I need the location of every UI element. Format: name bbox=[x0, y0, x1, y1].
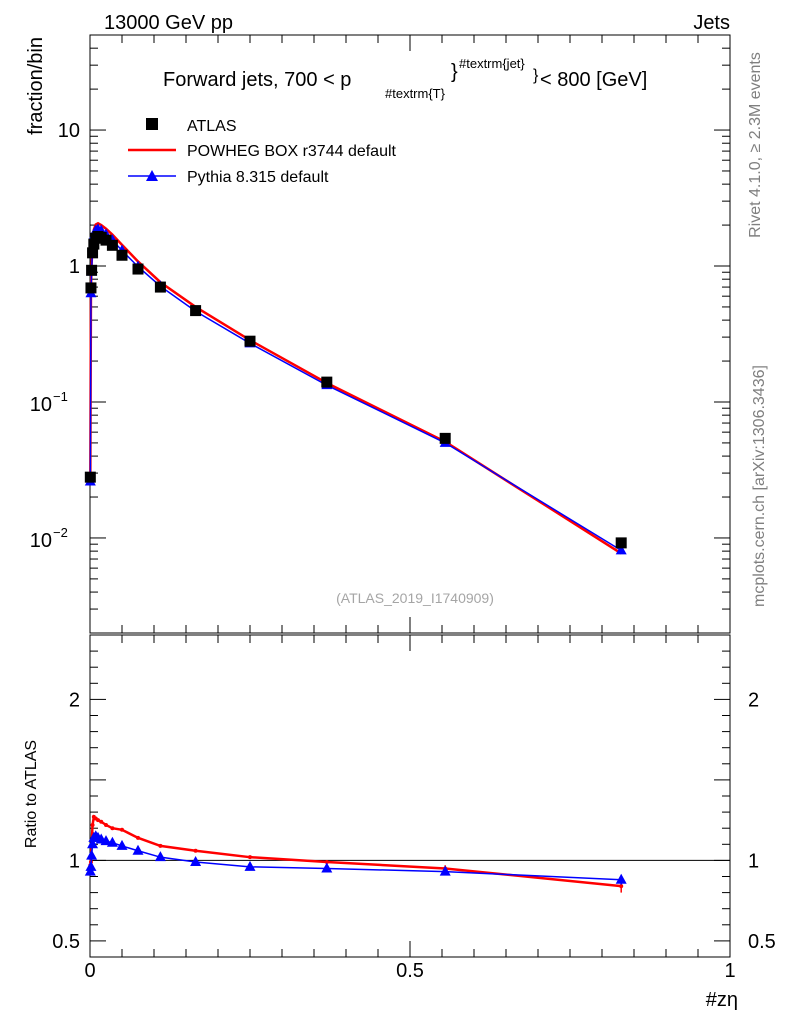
title-main-part: Forward jets, 700 < p bbox=[163, 69, 351, 91]
pythia-ratio-point bbox=[116, 839, 128, 850]
atlas-point bbox=[85, 282, 97, 294]
powheg-ratio-point bbox=[619, 884, 624, 889]
pythia-ratio-point bbox=[154, 851, 166, 862]
ratio-series-line-0 bbox=[89, 814, 622, 888]
ratio-y-tick-label-left: 1 bbox=[69, 850, 80, 872]
powheg-ratio-point bbox=[110, 826, 115, 831]
legend-powheg-label: POWHEG BOX r3744 default bbox=[187, 143, 397, 160]
main-y-tick-label-base: 10 bbox=[30, 394, 52, 416]
category-label: Jets bbox=[693, 12, 730, 34]
powheg-ratio-point bbox=[120, 827, 124, 832]
ratio-y-tick-label-right: 2 bbox=[748, 689, 759, 711]
main-series-line-1 bbox=[89, 221, 622, 555]
main-y-axis-title: fraction/bin bbox=[25, 37, 47, 135]
x-axis-title: #zη bbox=[706, 989, 738, 1011]
pythia-ratio-point bbox=[85, 860, 97, 871]
ratio-y-axis-title: Ratio to ATLAS bbox=[23, 740, 40, 848]
powheg-ratio-point bbox=[193, 848, 198, 853]
pythia-ratio-point bbox=[87, 838, 99, 849]
atlas-point bbox=[615, 537, 627, 549]
ratio-panel: 2 21 10.5 0.5 0 0.5 1 Ratio to ATLAS #zη bbox=[23, 634, 776, 1011]
x-tick-label: 0 bbox=[84, 960, 95, 982]
pythia-ratio-point bbox=[321, 862, 333, 873]
atlas-point bbox=[88, 238, 100, 250]
atlas-point bbox=[100, 234, 112, 246]
main-y-tick-label-base: 10 bbox=[30, 530, 52, 552]
main-y-tick-label-exponent: −1 bbox=[53, 389, 68, 404]
main-y-tick-label-exponent: −2 bbox=[53, 525, 68, 540]
atlas-point bbox=[106, 239, 118, 251]
main-y-tick-label: 1 bbox=[69, 256, 80, 278]
legend-pythia-label: Pythia 8.315 default bbox=[187, 169, 329, 186]
powheg-ratio-point bbox=[136, 835, 140, 840]
pythia-ratio-point bbox=[190, 856, 202, 867]
pythia-ratio-point bbox=[439, 865, 451, 876]
x-tick-label: 1 bbox=[724, 960, 735, 982]
rivet-label: Rivet 4.1.0, ≥ 2.3M events bbox=[747, 52, 764, 238]
atlas-point bbox=[86, 264, 98, 276]
atlas-point bbox=[321, 376, 333, 388]
atlas-point bbox=[84, 471, 96, 483]
ratio-y-tick-label-left: 2 bbox=[69, 689, 80, 711]
atlas-point bbox=[190, 305, 202, 317]
legend: ATLAS POWHEG BOX r3744 default Pythia 8.… bbox=[128, 118, 397, 186]
powheg-ratio-point bbox=[99, 819, 104, 824]
legend-atlas-label: ATLAS bbox=[187, 118, 237, 135]
pythia-ratio-point bbox=[615, 873, 627, 884]
pythia-point bbox=[615, 544, 627, 555]
main-y-tick-label: 10 bbox=[58, 120, 80, 142]
pythia-ratio-point bbox=[86, 849, 98, 860]
energy-label: 13000 GeV pp bbox=[104, 12, 233, 34]
atlas-point bbox=[439, 432, 451, 444]
pythia-ratio-point bbox=[244, 860, 256, 871]
main-ticks bbox=[89, 34, 731, 634]
powheg-ratio-point bbox=[96, 818, 100, 823]
mcplots-label: mcplots.cern.ch [arXiv:1306.3436] bbox=[751, 365, 768, 607]
main-series-line-2 bbox=[89, 228, 622, 552]
powheg-ratio-point bbox=[90, 822, 95, 827]
title-subscript: #textrm{T} bbox=[385, 86, 446, 101]
atlas-point bbox=[154, 281, 166, 293]
powheg-ratio-point bbox=[324, 860, 329, 865]
ratio-frame bbox=[89, 634, 731, 958]
title-brace-close: } bbox=[451, 61, 458, 83]
pythia-ratio-point bbox=[100, 835, 112, 846]
atlas-point bbox=[132, 263, 144, 275]
legend-pythia-marker bbox=[146, 170, 158, 181]
atlas-point bbox=[244, 335, 256, 347]
main-frame bbox=[89, 34, 731, 634]
ratio-series-line-1 bbox=[89, 835, 622, 881]
title-superscript: #textrm{jet} bbox=[459, 56, 525, 71]
ratio-y-tick-label-left: 0.5 bbox=[52, 931, 80, 953]
atlas-point bbox=[87, 247, 99, 259]
powheg-ratio-point bbox=[104, 822, 108, 827]
powheg-ratio-point bbox=[158, 843, 163, 848]
ratio-ticks bbox=[89, 634, 731, 958]
x-tick-labels: 0 0.5 1 bbox=[84, 960, 735, 982]
legend-atlas-marker bbox=[146, 118, 158, 130]
powheg-ratio-point bbox=[248, 855, 252, 860]
title-brace-close-2: } bbox=[533, 67, 539, 84]
ratio-y-tick-label-right: 1 bbox=[748, 850, 759, 872]
analysis-label: (ATLAS_2019_I1740909) bbox=[336, 590, 494, 606]
ratio-series-layer bbox=[84, 814, 627, 893]
pythia-ratio-point bbox=[106, 836, 118, 847]
main-series-layer bbox=[84, 221, 627, 555]
pythia-ratio-point bbox=[132, 844, 144, 855]
x-tick-label: 0.5 bbox=[396, 960, 424, 982]
ratio-y-tick-label-right: 0.5 bbox=[748, 931, 776, 953]
title-end-part: < 800 [GeV] bbox=[540, 69, 647, 91]
ratio-y-tick-labels: 2 2 1 1 0.5 0.5 bbox=[52, 689, 776, 953]
atlas-point bbox=[116, 249, 128, 261]
chart-title: Forward jets, 700 < p #textrm{T} #textrm… bbox=[163, 56, 647, 101]
